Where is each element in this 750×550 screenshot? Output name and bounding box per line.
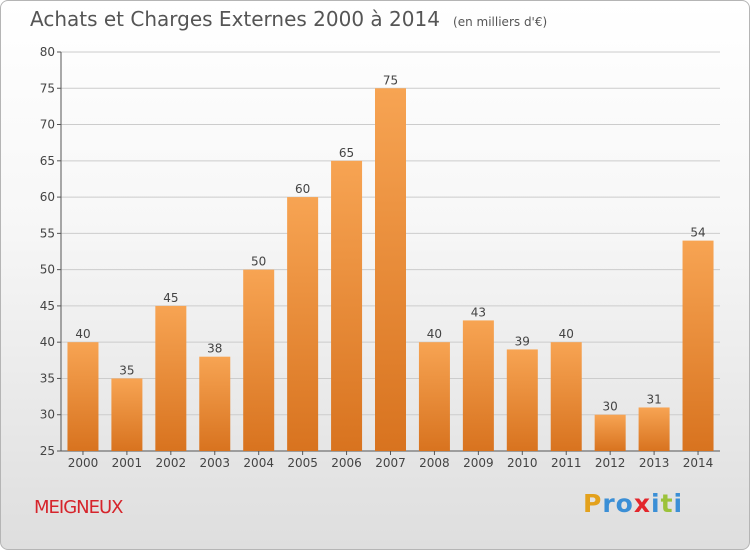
logo-letter: x: [633, 489, 651, 518]
bars: [67, 88, 714, 451]
y-tick-label: 80: [40, 45, 55, 59]
y-tick-label: 75: [40, 81, 55, 95]
x-tick-label: 2014: [683, 456, 714, 470]
y-tick-label: 50: [40, 263, 55, 277]
x-tick-label: 2003: [199, 456, 230, 470]
bar-2012: [594, 414, 626, 451]
bar-2011: [550, 342, 582, 451]
data-label: 30: [603, 400, 618, 414]
bar-2001: [111, 378, 143, 451]
y-tick-label: 45: [40, 299, 55, 313]
data-label: 40: [75, 327, 90, 341]
x-tick-label: 2008: [419, 456, 450, 470]
x-tick-label: 2000: [68, 456, 99, 470]
x-tick-label: 2013: [639, 456, 670, 470]
bar-2002: [155, 305, 187, 451]
x-tick-label: 2004: [243, 456, 274, 470]
bar-2009: [462, 320, 494, 451]
y-tick-label: 25: [40, 444, 55, 458]
data-label: 40: [427, 327, 442, 341]
x-tick-label: 2007: [375, 456, 406, 470]
data-label: 65: [339, 146, 354, 160]
data-label: 50: [251, 255, 266, 269]
x-tick-label: 2001: [112, 456, 143, 470]
x-tick-label: 2010: [507, 456, 538, 470]
chart-subtitle: (en milliers d'€): [453, 15, 548, 29]
x-tick-label: 2011: [551, 456, 582, 470]
logo-letter: P: [583, 489, 603, 518]
y-tick-label: 70: [40, 118, 55, 132]
x-tick-label: 2005: [287, 456, 318, 470]
bar-2004: [243, 269, 275, 451]
bar-2007: [375, 88, 406, 451]
y-tick-label: 55: [40, 226, 55, 240]
logo-letter: i: [651, 489, 661, 518]
y-tick-label: 30: [40, 408, 55, 422]
logo-letter: t: [660, 489, 674, 518]
logo-letter: i: [673, 489, 684, 518]
data-label: 40: [559, 327, 574, 341]
x-tick-label: 2009: [463, 456, 494, 470]
y-tick-label: 60: [40, 190, 55, 204]
logo-letter: o: [615, 489, 634, 518]
bar-2014: [682, 240, 714, 451]
proxiti-logo: Proxiti: [583, 489, 683, 518]
x-tick-label: 2006: [331, 456, 362, 470]
chart-title: Achats et Charges Externes 2000 à 2014: [30, 7, 440, 31]
data-label: 45: [163, 291, 178, 305]
data-label: 39: [515, 334, 530, 348]
data-label: 75: [383, 73, 398, 87]
bar-2003: [199, 356, 231, 451]
y-tick-label: 35: [40, 371, 55, 385]
data-label: 35: [119, 363, 134, 377]
bar-2000: [67, 342, 99, 451]
y-tick-label: 40: [40, 335, 55, 349]
data-label: 38: [207, 342, 222, 356]
bar-2010: [506, 349, 538, 451]
x-tick-label: 2012: [595, 456, 626, 470]
logo-letter: r: [602, 489, 616, 518]
bar-2006: [331, 160, 363, 451]
data-label: 60: [295, 182, 310, 196]
chart-title-block: Achats et Charges Externes 2000 à 2014 (…: [30, 7, 547, 31]
y-tick-label: 65: [40, 154, 55, 168]
data-label: 43: [471, 305, 486, 319]
location-name: MEIGNEUX: [34, 497, 124, 518]
x-tick-label: 2002: [156, 456, 187, 470]
data-label: 31: [646, 392, 661, 406]
bar-2008: [418, 342, 450, 451]
data-labels: 40 35 45 38 50 60 65 75 40 43 39 40 30 31 54: [75, 73, 705, 413]
data-label: 54: [690, 226, 705, 240]
bar-2013: [638, 407, 670, 451]
bar-2005: [287, 197, 319, 451]
